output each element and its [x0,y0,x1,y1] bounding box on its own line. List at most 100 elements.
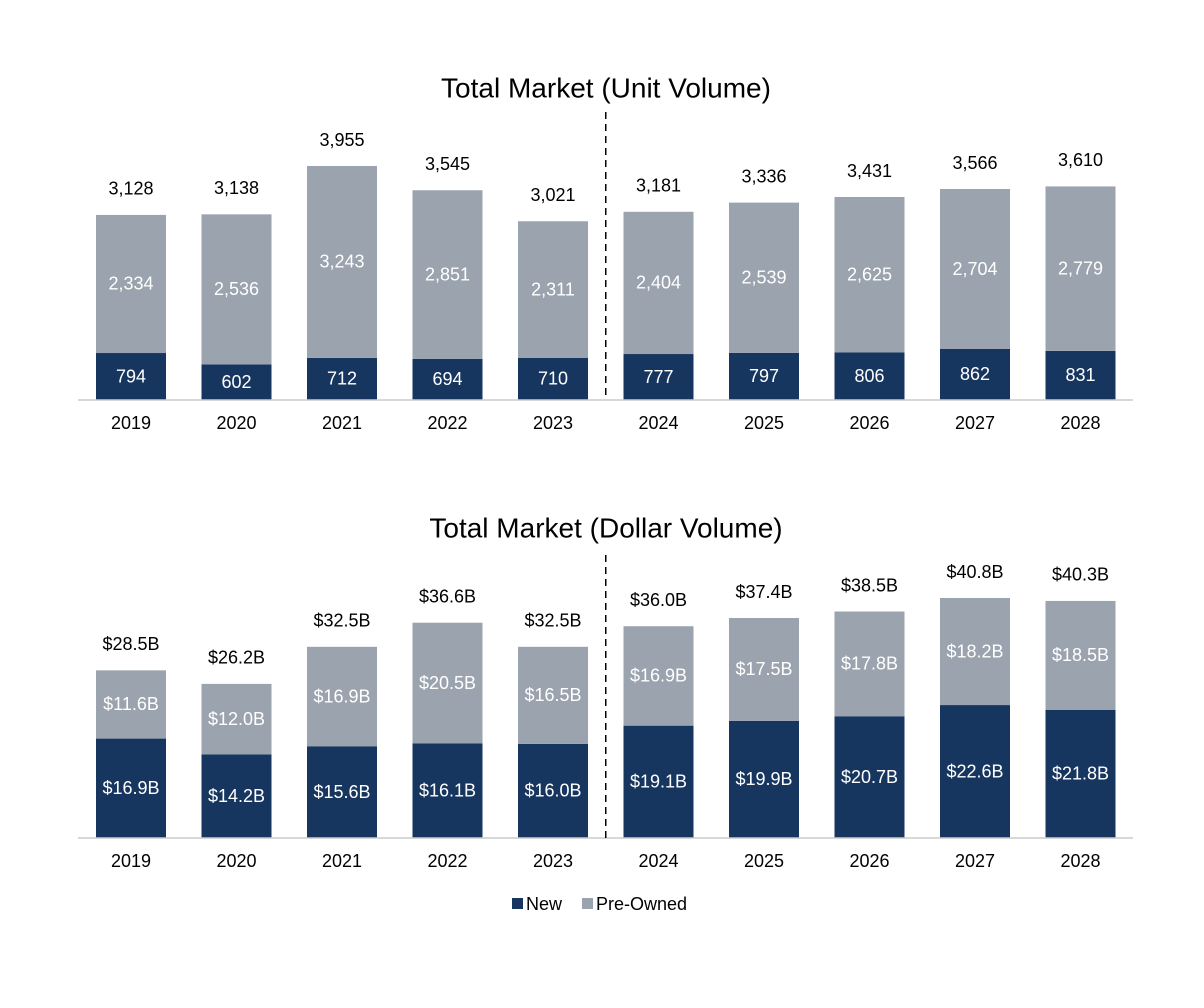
total-label: $40.3B [1052,565,1109,585]
bar-segment [834,197,905,353]
bar-segment [1045,350,1116,400]
total-label: $40.8B [946,562,1003,582]
bar-segment [940,189,1010,349]
x-tick-label: 2024 [638,851,678,871]
value-label: 806 [854,366,884,386]
total-label: $37.4B [735,582,792,602]
x-tick-label: 2021 [322,851,362,871]
legend-swatch [582,898,594,909]
x-tick-label: 2026 [849,413,889,433]
bar-segment [834,716,905,838]
value-label: $22.6B [946,761,1003,781]
value-label: 2,625 [847,264,892,284]
value-label: $20.7B [841,767,898,787]
value-label: $14.2B [208,786,265,806]
value-label: $20.5B [419,673,476,693]
bar-segment [201,214,272,365]
total-label: 3,021 [530,185,575,205]
value-label: $11.6B [103,694,159,714]
value-label: $12.0B [208,709,265,729]
bar-segment [307,746,377,838]
bar-segment [1045,709,1116,838]
bar-segment [307,357,377,400]
value-label: 2,851 [425,264,470,284]
value-label: 777 [643,367,673,387]
x-tick-label: 2028 [1060,413,1100,433]
bar-segment [729,618,799,721]
bar-segment [201,683,272,755]
value-label: 862 [960,364,990,384]
value-label: $15.6B [313,782,370,802]
bar-segment [940,598,1010,706]
total-label: 3,138 [214,178,259,198]
total-label: $28.5B [102,634,159,654]
bar-segment [729,202,799,353]
bar-segment [940,705,1010,838]
bar-segment [623,211,694,355]
bar-segment [940,348,1010,400]
value-label: 694 [432,369,462,389]
bar-segment [412,622,483,744]
x-tick-label: 2020 [216,413,256,433]
value-label: 602 [221,372,251,392]
legend-label: Pre-Owned [596,894,687,914]
total-label: $32.5B [313,611,370,631]
x-tick-label: 2027 [955,851,995,871]
value-label: $16.9B [313,686,370,706]
bar-segment [518,221,588,358]
x-tick-label: 2021 [322,413,362,433]
value-label: $19.1B [630,772,687,792]
bar-segment [1045,600,1116,710]
value-label: 710 [538,369,568,389]
chart-title: Total Market (Dollar Volume) [429,512,782,543]
value-label: 2,311 [531,279,575,299]
value-label: 794 [116,366,146,386]
bar-segment [201,364,272,400]
value-label: 797 [749,366,779,386]
total-label: 3,181 [636,176,681,196]
total-label: 3,566 [952,153,997,173]
x-tick-label: 2026 [849,851,889,871]
total-label: $38.5B [841,575,898,595]
bar-segment [96,353,166,400]
x-tick-label: 2022 [427,851,467,871]
value-label: $16.1B [419,780,476,800]
x-tick-label: 2019 [111,413,151,433]
x-tick-label: 2025 [744,413,784,433]
x-tick-label: 2023 [533,413,573,433]
value-label: $19.9B [735,769,792,789]
x-tick-label: 2019 [111,851,151,871]
total-label: $36.0B [630,590,687,610]
bar-segment [834,611,905,717]
total-label: $36.6B [419,586,476,606]
value-label: 3,243 [319,252,364,272]
total-label: $32.5B [524,611,581,631]
value-label: 831 [1065,365,1095,385]
value-label: $21.8B [1052,764,1109,784]
bar-segment [96,738,166,838]
chart-title: Total Market (Unit Volume) [441,72,771,103]
value-label: $16.9B [630,666,687,686]
value-label: 2,779 [1058,258,1103,278]
x-tick-label: 2020 [216,851,256,871]
bar-segment [96,670,166,739]
value-label: $17.5B [735,659,792,679]
value-label: 712 [327,369,357,389]
bar-segment [412,190,483,359]
value-label: $17.8B [841,654,898,674]
bar-segment [201,754,272,838]
bar-segment [96,214,166,354]
total-label: 3,545 [425,154,470,174]
bar-segment [518,357,588,400]
value-label: $16.5B [524,685,581,705]
bar-segment [307,166,377,358]
value-label: 2,704 [952,259,997,279]
bar-segment [518,743,588,838]
legend-label: New [526,894,563,914]
bar-segment [729,720,799,838]
value-label: $16.9B [102,778,159,798]
value-label: $18.5B [1052,645,1109,665]
bar-segment [623,725,694,838]
value-label: 2,539 [741,267,786,287]
